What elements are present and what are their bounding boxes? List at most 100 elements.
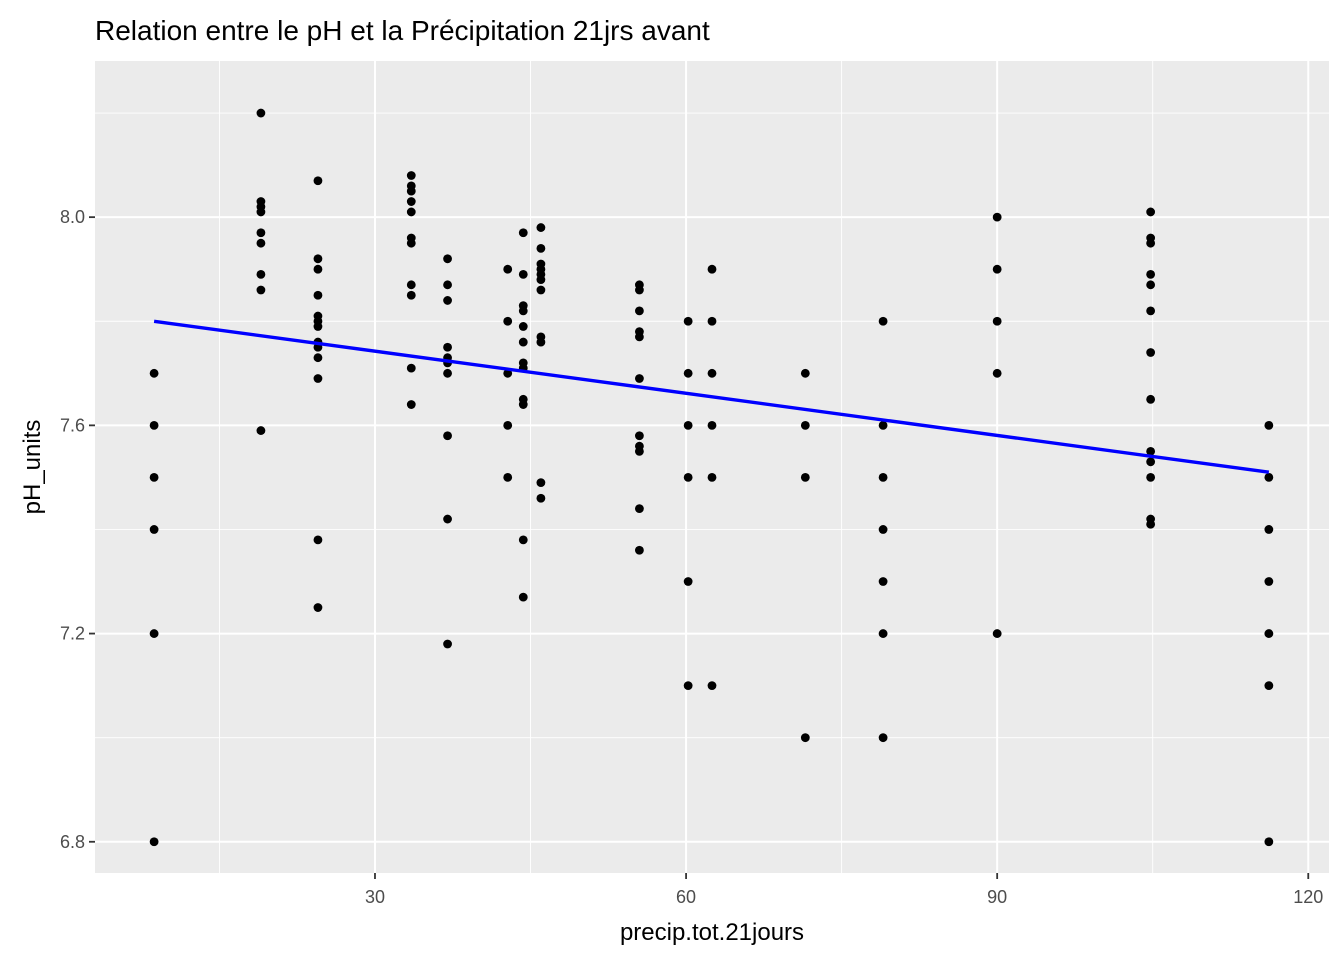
data-point [1264,525,1274,534]
data-point [518,322,528,331]
data-point [635,545,644,555]
y-tick-label: 6.8 [60,832,85,852]
x-tick-label: 120 [1293,887,1323,907]
x-axis: 30 60 90 120 [365,873,1323,907]
data-point [443,296,452,305]
data-point [503,420,513,430]
data-point [503,473,513,482]
data-point [536,275,546,285]
data-point [256,228,266,238]
data-point [149,837,159,847]
data-point [536,223,546,232]
data-point [683,316,693,326]
data-point [635,306,644,316]
data-point [878,577,888,586]
data-point [1264,681,1274,691]
data-point [1146,280,1156,290]
data-point [1146,473,1156,482]
data-point [878,525,888,534]
data-point [406,171,416,180]
data-point [503,316,513,326]
data-point [406,290,416,300]
y-axis-title: pH_units [19,420,46,515]
data-point [635,285,644,295]
data-point [313,603,323,612]
x-tick-label: 30 [365,887,385,907]
data-point [313,374,323,383]
data-point [1146,207,1156,217]
regression-line [153,319,1270,474]
data-point [635,446,644,456]
data-point [406,238,416,248]
data-point [683,368,693,378]
data-point [1146,270,1156,279]
data-point [313,535,323,545]
data-point [256,270,266,279]
data-point [503,264,513,274]
data-point [536,478,546,488]
data-point [707,420,717,430]
data-point [536,285,546,295]
data-point [800,733,810,743]
data-point [800,473,810,482]
data-point [149,525,159,534]
data-point [1146,238,1156,248]
data-point [313,290,323,300]
data-point [1264,473,1274,482]
data-point [443,342,452,352]
data-point [1264,629,1274,638]
data-point [1146,457,1156,467]
data-point [313,353,323,363]
y-tick-label: 8.0 [60,207,85,227]
data-point [635,431,644,441]
data-point [683,420,693,430]
grid-lines [95,61,1329,873]
data-point [256,207,266,217]
y-tick-label: 7.2 [60,624,85,644]
data-point [443,514,452,524]
data-point [518,228,528,238]
data-point [518,535,528,545]
data-point [313,322,323,331]
data-point [536,243,546,253]
data-point [800,368,810,378]
data-point [992,264,1002,274]
data-point [406,363,416,373]
data-point [518,400,528,409]
data-point [149,368,159,378]
data-point [992,368,1002,378]
plot-panel [95,61,1329,873]
data-point [992,629,1002,638]
data-point [683,681,693,691]
data-point [313,264,323,274]
data-point [707,316,717,326]
data-point [518,337,528,347]
x-tick-label: 60 [676,887,696,907]
data-point [707,473,717,482]
data-point [1146,348,1156,357]
data-point [683,473,693,482]
data-point [518,306,528,316]
data-point [536,337,546,347]
y-tick-label: 7.6 [60,415,85,435]
x-axis-title: precip.tot.21jours [620,919,804,946]
data-point [406,400,416,409]
data-point [256,238,266,248]
data-point [313,176,323,186]
data-point [256,426,266,435]
data-point [1146,306,1156,316]
data-point [878,473,888,482]
data-point [1146,394,1156,404]
data-point [878,420,888,430]
y-axis: 6.8 7.2 7.6 8.0 [60,207,95,852]
data-point [313,254,323,264]
x-tick-label: 90 [987,887,1007,907]
data-point [518,270,528,279]
data-point [1264,837,1274,847]
data-point [635,332,644,342]
data-point [878,629,888,638]
data-point [406,186,416,196]
data-point [536,493,546,503]
data-point [683,577,693,586]
